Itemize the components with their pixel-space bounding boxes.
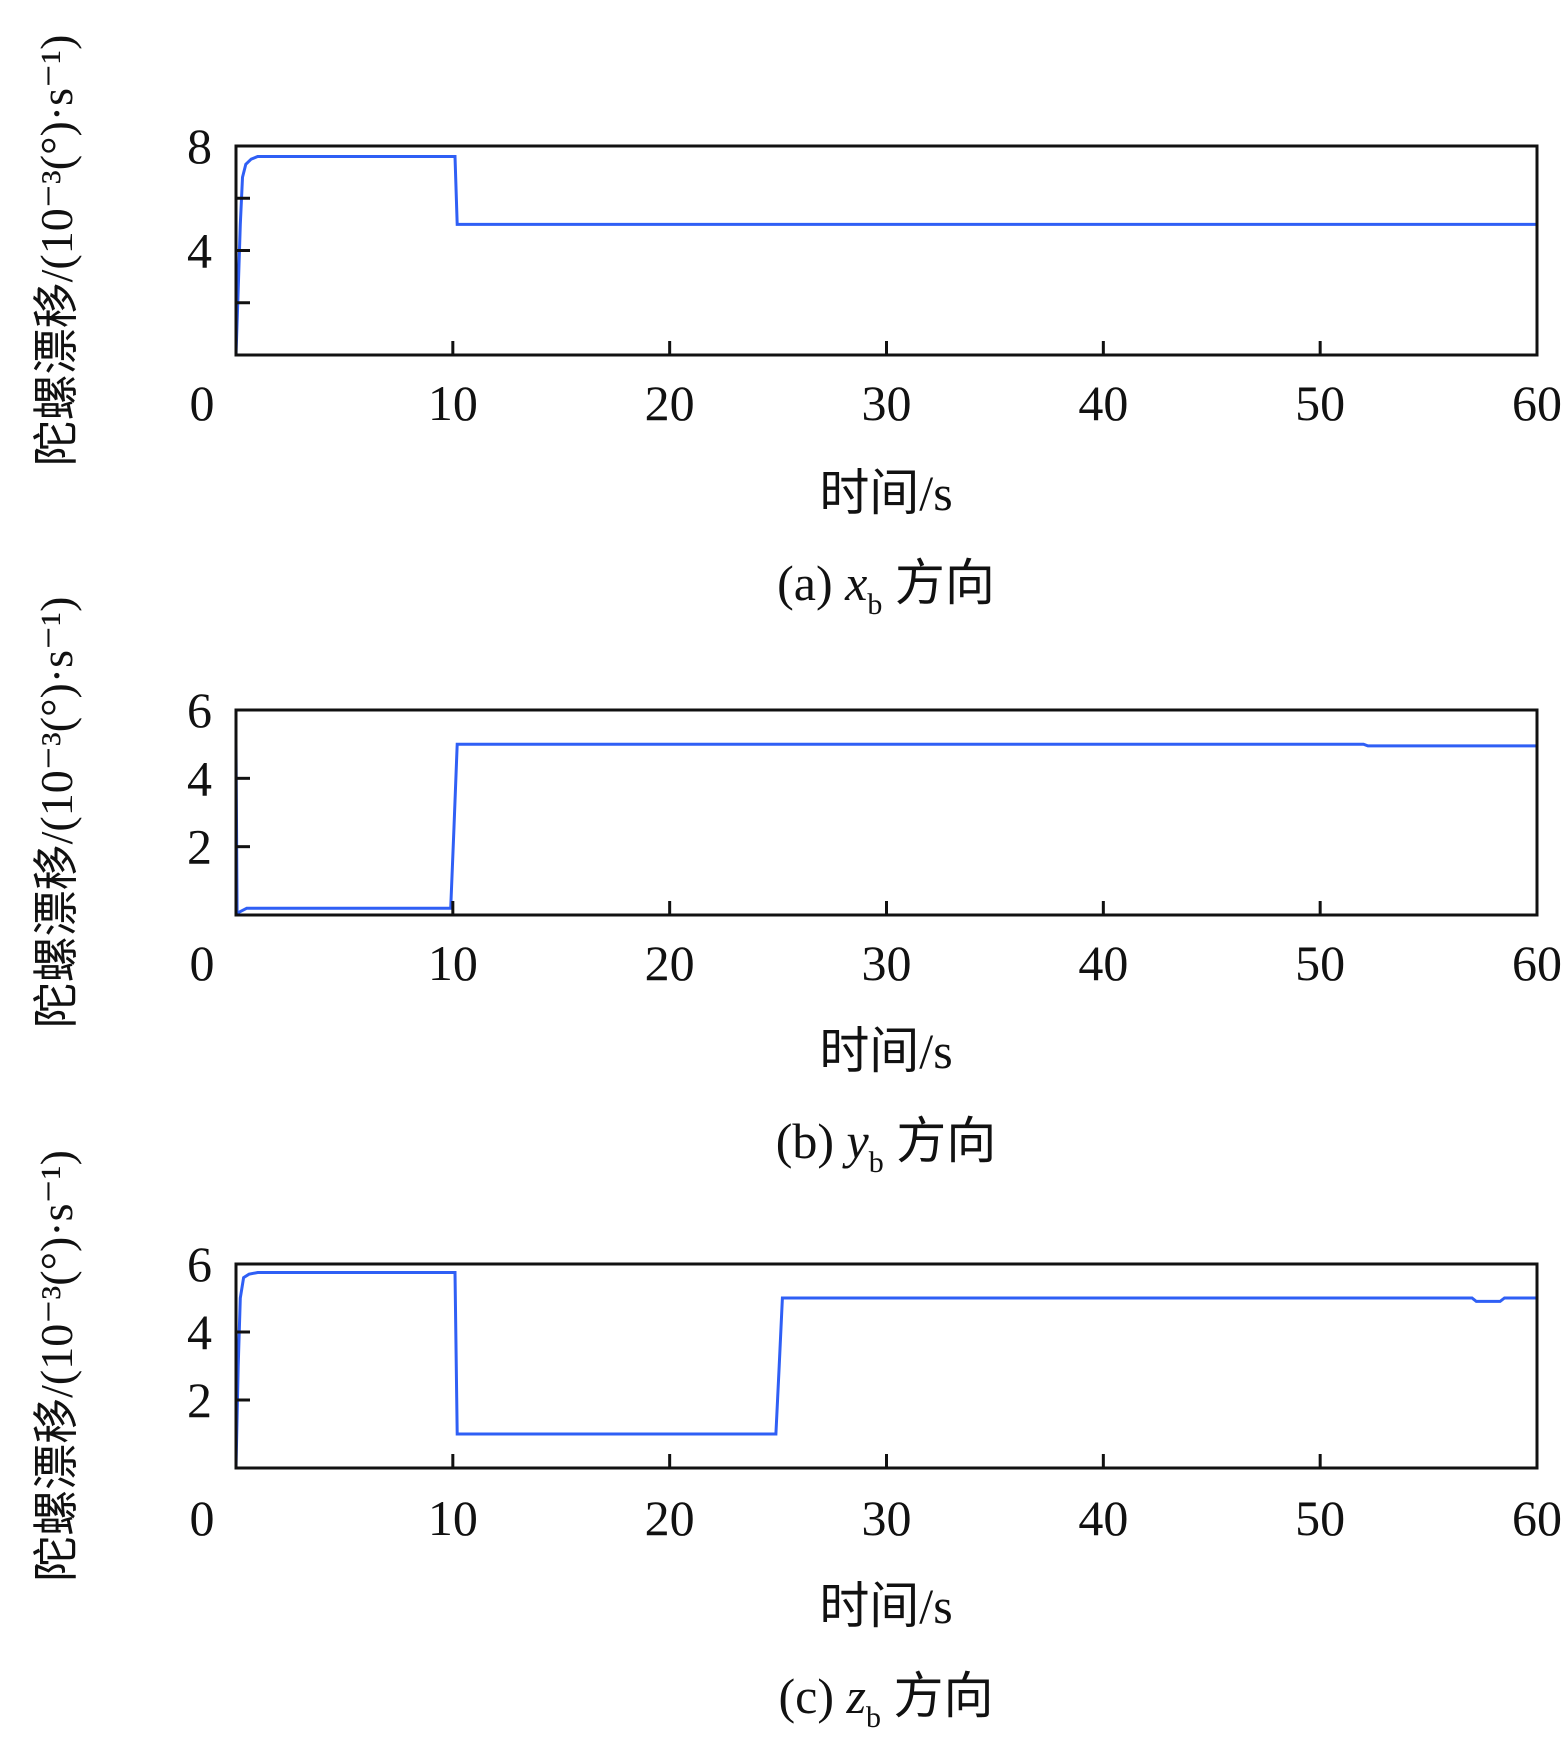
caption-prefix-b: (b) <box>776 1113 847 1169</box>
y-tick-label-a-8: 8 <box>187 118 212 174</box>
caption-b: (b) yb 方向 <box>776 1113 997 1179</box>
x-axis-label-b: 时间/s <box>819 1023 952 1079</box>
x-tick-label-b-40: 40 <box>1078 935 1128 991</box>
x-axis-label-a: 时间/s <box>819 465 952 521</box>
plot-frame-b <box>234 708 1539 917</box>
caption-prefix-c: (c) <box>779 1668 847 1724</box>
chart-c: 0 10 20 30 40 50 60 2 4 6 时间/s (c) zb 方向 陀螺漂移/(10⁻³(… <box>31 1150 1562 1734</box>
y-axis-label-b: 陀螺漂移/(10⁻³(°)·s⁻¹) <box>31 597 82 1029</box>
x-tick-label-c-30: 30 <box>862 1490 912 1546</box>
x-tick-label-a-60: 60 <box>1512 375 1562 431</box>
caption-suffix-b: 方向 <box>884 1113 997 1169</box>
plot-frame-a <box>234 144 1539 357</box>
y-tick-label-c-2: 2 <box>187 1372 212 1428</box>
series-line-c-0 <box>234 1271 1537 1469</box>
x-tick-label-a-50: 50 <box>1295 375 1345 431</box>
caption-prefix-a: (a) <box>777 555 845 611</box>
y-tick-label-b-4: 4 <box>187 750 212 806</box>
series-line-a-0 <box>234 155 1537 356</box>
x-tick-label-a-10: 10 <box>428 375 478 431</box>
chart-b: 0 10 20 30 40 50 60 2 4 6 时间/s (b) yb 方向 陀螺漂移/(10⁻³(… <box>31 597 1562 1179</box>
x-tick-label-c-0: 0 <box>190 1490 215 1546</box>
caption-var-a: x <box>844 555 867 611</box>
caption-c: (c) zb 方向 <box>779 1668 994 1734</box>
series-line-b-0 <box>234 742 1537 916</box>
x-tick-label-a-40: 40 <box>1078 375 1128 431</box>
caption-a: (a) xb 方向 <box>777 555 995 621</box>
x-tick-label-b-0: 0 <box>190 935 215 991</box>
caption-var-c: z <box>846 1668 866 1724</box>
x-tick-label-c-20: 20 <box>645 1490 695 1546</box>
x-axis-label-c: 时间/s <box>819 1578 952 1634</box>
x-tick-label-c-60: 60 <box>1512 1490 1562 1546</box>
x-tick-label-b-60: 60 <box>1512 935 1562 991</box>
y-tick-label-c-6: 6 <box>187 1236 212 1292</box>
caption-suffix-c: 方向 <box>881 1668 994 1724</box>
x-tick-label-c-40: 40 <box>1078 1490 1128 1546</box>
y-axis-label-a: 陀螺漂移/(10⁻³(°)·s⁻¹) <box>31 35 82 467</box>
x-tick-label-c-10: 10 <box>428 1490 478 1546</box>
caption-sub-a: b <box>867 588 882 621</box>
x-tick-label-b-10: 10 <box>428 935 478 991</box>
x-tick-label-c-50: 50 <box>1295 1490 1345 1546</box>
x-tick-label-a-30: 30 <box>862 375 912 431</box>
caption-sub-b: b <box>869 1146 884 1179</box>
caption-var-b: y <box>842 1113 870 1169</box>
y-tick-label-b-2: 2 <box>187 819 212 875</box>
chart-a: 0 10 20 30 40 50 60 4 8 时间/s (a) xb 方向 陀螺漂移/(10⁻³(°… <box>31 35 1562 621</box>
x-tick-label-a-0: 0 <box>190 375 215 431</box>
y-axis-label-c: 陀螺漂移/(10⁻³(°)·s⁻¹) <box>31 1150 82 1582</box>
y-tick-label-c-4: 4 <box>187 1304 212 1360</box>
y-tick-label-a-4: 4 <box>187 223 212 279</box>
caption-suffix-a: 方向 <box>882 555 995 611</box>
caption-sub-c: b <box>866 1701 881 1734</box>
x-tick-label-b-20: 20 <box>645 935 695 991</box>
plot-frame-c <box>234 1262 1539 1470</box>
x-tick-label-b-30: 30 <box>862 935 912 991</box>
x-tick-label-a-20: 20 <box>645 375 695 431</box>
y-tick-label-b-6: 6 <box>187 682 212 738</box>
x-tick-label-b-50: 50 <box>1295 935 1345 991</box>
